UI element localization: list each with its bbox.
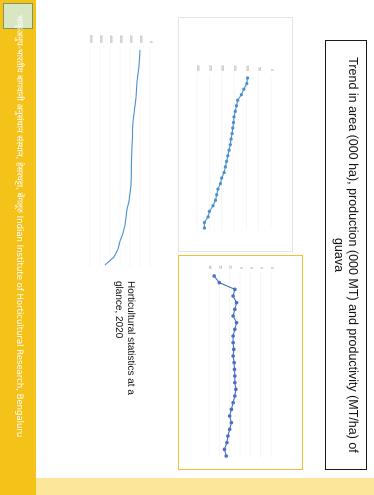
series-line	[104, 49, 141, 266]
data-point	[239, 93, 243, 97]
data-point	[233, 374, 237, 378]
y-tick-label: 300	[196, 65, 200, 71]
data-point	[233, 307, 237, 312]
data-point	[233, 109, 237, 113]
y-tick-label: 100	[245, 65, 249, 71]
footer-band	[36, 478, 374, 495]
y-tick-label: 150	[233, 65, 237, 71]
data-point	[216, 187, 220, 191]
data-point	[223, 165, 227, 169]
data-point	[229, 420, 234, 425]
data-point	[233, 287, 237, 292]
data-point	[232, 367, 237, 372]
y-tick-label: 2000	[129, 35, 133, 43]
data-point	[233, 327, 237, 332]
data-point	[217, 280, 222, 285]
data-point	[222, 170, 226, 175]
data-point	[226, 154, 230, 158]
institute-name: भाकृअनुप-भारतीय बागवानी अनुसंधान संस्थान…	[14, 15, 24, 438]
data-point	[231, 314, 235, 318]
data-point	[225, 440, 229, 445]
y-tick-label: 6	[249, 267, 253, 269]
area-chart: 0 50 100 150 200 250 300	[178, 17, 293, 252]
data-point	[227, 148, 231, 152]
data-point	[202, 220, 206, 225]
data-point	[231, 354, 235, 358]
y-tick-label: 5000	[99, 35, 103, 43]
y-tick-label: 12	[229, 265, 233, 269]
data-point	[231, 126, 235, 130]
data-point	[220, 176, 224, 180]
series-line	[213, 275, 238, 457]
data-point	[233, 380, 237, 385]
data-point	[245, 76, 250, 80]
y-tick-label: 18	[208, 265, 212, 269]
data-point	[215, 193, 219, 197]
data-point	[213, 198, 218, 202]
data-point	[234, 104, 239, 108]
data-point	[233, 394, 237, 398]
data-point	[227, 427, 232, 432]
data-point	[245, 81, 249, 86]
data-point	[207, 209, 211, 213]
data-point	[231, 120, 236, 125]
institute-sidebar: भाकृअनुप-भारतीय बागवानी अनुसंधान संस्थान…	[0, 0, 36, 495]
y-tick-label: 1000	[139, 35, 143, 43]
y-tick-label: 6000	[89, 35, 93, 43]
y-tick-label: 15	[218, 265, 222, 269]
data-point	[231, 294, 235, 298]
data-point	[229, 407, 234, 412]
data-point	[234, 387, 238, 392]
series-line	[203, 77, 249, 228]
data-point	[232, 360, 236, 365]
data-point	[228, 143, 232, 147]
data-point	[218, 181, 223, 186]
y-tick-label: 0	[270, 69, 274, 71]
data-point	[236, 98, 240, 102]
production-chart: 0 1000 2000 3000 4000 5000 6000	[50, 10, 175, 295]
data-point	[231, 340, 235, 345]
y-tick-label: 3000	[119, 35, 123, 43]
data-point	[202, 226, 206, 230]
institute-logo-icon	[3, 3, 33, 29]
data-point	[234, 320, 239, 325]
y-tick-label: 200	[221, 65, 225, 71]
source-caption: Horticultural statistics at a glance, 20…	[113, 281, 136, 395]
data-point	[232, 115, 236, 119]
y-tick-label: 4000	[109, 35, 113, 43]
data-point	[242, 87, 246, 91]
slide-title-box	[325, 40, 367, 470]
data-point	[231, 400, 235, 405]
data-point	[206, 215, 210, 219]
data-point	[222, 447, 227, 452]
y-tick-label: 3	[260, 267, 264, 269]
data-point	[227, 414, 232, 418]
y-tick-label: 9	[239, 267, 243, 269]
data-point	[230, 131, 234, 136]
data-point	[225, 159, 229, 163]
data-point	[224, 454, 229, 458]
y-tick-label: 0	[270, 267, 274, 269]
slide-title: Trend in area (000 ha), production (000 …	[332, 57, 360, 453]
data-point	[226, 434, 230, 438]
data-point	[211, 204, 215, 208]
data-point	[232, 347, 236, 352]
y-tick-label: 50	[258, 67, 262, 71]
y-tick-label: 250	[208, 65, 212, 71]
data-point	[231, 334, 235, 338]
data-point	[229, 137, 233, 141]
productivity-chart: 0 3 6 9 12 15 18	[178, 255, 303, 470]
data-point	[234, 300, 239, 305]
data-point	[212, 274, 216, 278]
y-tick-label: 0	[149, 41, 153, 43]
